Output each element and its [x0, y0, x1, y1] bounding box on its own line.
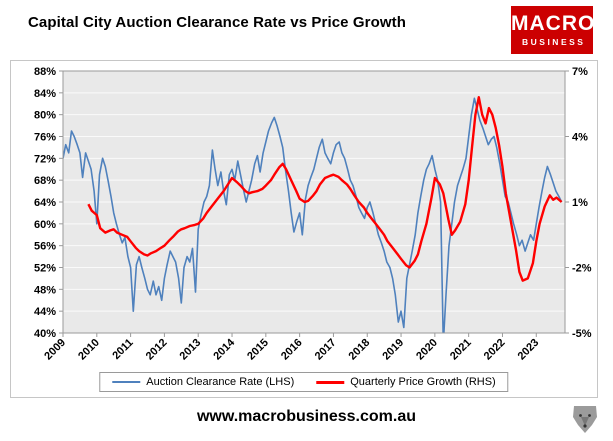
- x-axis-tick-label: 2017: [313, 337, 339, 363]
- chart-frame: 40% 44% 48% 52% 56% 60% 64% 68% 72% 76% 80% 84% 88% -…: [10, 60, 598, 398]
- left-axis-tick-label: 64%: [34, 197, 56, 209]
- left-axis-tick-label: 60%: [34, 219, 56, 231]
- right-axis-tick-label: 7%: [572, 66, 588, 78]
- logo-business-row: BUSINESS: [511, 37, 593, 47]
- wolf-logo-icon: [569, 404, 601, 436]
- left-axis-tick-label: 52%: [34, 263, 56, 275]
- left-axis-tick-label: 56%: [34, 241, 56, 253]
- left-axis-tick-label: 44%: [34, 306, 56, 318]
- left-axis-tick-label: 88%: [34, 66, 56, 78]
- x-axis-tick-label: 2009: [42, 337, 68, 363]
- legend-item-clearance-rate: Auction Clearance Rate (LHS): [112, 376, 294, 388]
- logo-text-macro: MACRO: [511, 11, 596, 35]
- x-axis-tick-label: 2019: [380, 337, 406, 363]
- x-axis-tick-label: 2014: [211, 336, 237, 362]
- x-axis-tick-label: 2020: [414, 337, 440, 363]
- series-line-clearance-rate: [63, 97, 563, 333]
- footer: www.macrobusiness.com.au: [0, 404, 613, 436]
- series-line-price-growth: [87, 96, 563, 282]
- chart-title: Capital City Auction Clearance Rate vs P…: [28, 14, 406, 31]
- x-axis-tick-label: 2012: [144, 337, 170, 363]
- left-axis-tick-label: 48%: [34, 284, 56, 296]
- legend-line-blue-icon: [112, 381, 141, 383]
- left-axis-tick-label: 76%: [34, 132, 56, 144]
- plot-border: [62, 70, 566, 334]
- left-axis-tick-label: 72%: [34, 153, 56, 165]
- right-axis-tick-label: 4%: [572, 132, 588, 144]
- footer-url: www.macrobusiness.com.au: [196, 408, 417, 425]
- legend-label-price-growth: Quarterly Price Growth (RHS): [350, 376, 496, 388]
- wolf-logo-svg: [573, 406, 597, 433]
- left-axis-tick-label: 84%: [34, 88, 56, 100]
- right-axis-tick-label: 1%: [572, 197, 588, 209]
- x-axis-tick-label: 2013: [178, 337, 204, 363]
- macrobusiness-logo: MACRO BUSINESS: [511, 6, 596, 54]
- x-axis-tick-label: 2015: [245, 337, 271, 363]
- x-axis-tick-label: 2021: [448, 337, 474, 363]
- left-axis-tick-label: 80%: [34, 110, 56, 122]
- chart-legend: Auction Clearance Rate (LHS) Quarterly P…: [99, 372, 509, 392]
- logo-text-business: BUSINESS: [522, 37, 586, 48]
- x-axis-tick-label: 2022: [482, 337, 508, 363]
- legend-item-price-growth: Quarterly Price Growth (RHS): [316, 376, 496, 388]
- x-axis-tick-label: 2016: [279, 337, 305, 363]
- left-axis-tick-label: 68%: [34, 175, 56, 187]
- x-axis-tick-label: 2018: [347, 337, 373, 363]
- legend-line-red-icon: [316, 380, 345, 384]
- x-axis-tick-label: 2010: [76, 337, 102, 363]
- right-axis-tick-label: -5%: [572, 328, 592, 340]
- x-axis-tick-label: 2011: [110, 337, 135, 362]
- right-axis-tick-label: -2%: [572, 263, 592, 275]
- chart-svg: 40% 44% 48% 52% 56% 60% 64% 68% 72% 76% 80% 84% 88% -…: [34, 66, 592, 363]
- x-axis-tick-label: 2023: [516, 337, 542, 363]
- legend-label-clearance-rate: Auction Clearance Rate (LHS): [146, 376, 295, 388]
- left-axis-tick-label: 40%: [34, 328, 56, 340]
